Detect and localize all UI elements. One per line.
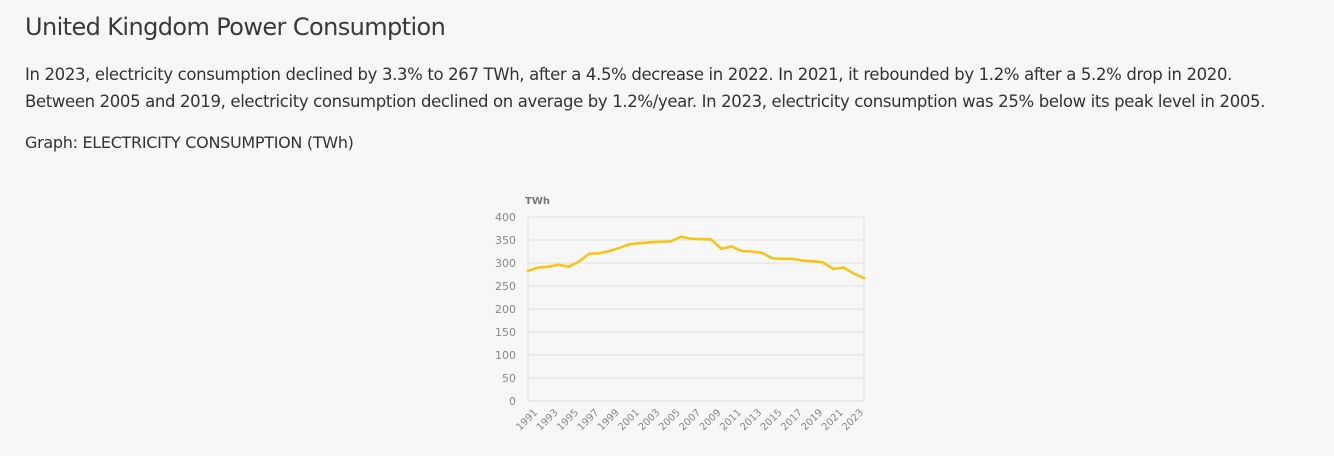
data-point-2020 <box>832 267 835 271</box>
data-point-2003 <box>659 240 662 244</box>
x-tick-label: 2019 <box>800 407 826 433</box>
y-tick-label: 50 <box>502 372 516 385</box>
data-point-2018 <box>811 259 815 263</box>
data-point-2012 <box>750 250 754 253</box>
data-point-2009 <box>720 247 723 251</box>
data-point-2011 <box>740 249 744 253</box>
data-point-2022 <box>852 272 856 275</box>
description: In 2023, electricity consumption decline… <box>25 61 1325 115</box>
data-point-2015 <box>781 257 784 261</box>
x-tick-label: 2015 <box>759 407 785 433</box>
description-line-1: In 2023, electricity consumption decline… <box>25 65 1232 84</box>
data-point-1991 <box>536 266 540 269</box>
data-point-1995 <box>577 260 581 263</box>
y-tick-label: 300 <box>495 257 516 270</box>
data-point-2019 <box>821 261 825 264</box>
data-point-2021 <box>842 266 845 269</box>
data-point-1998 <box>608 249 611 253</box>
data-point-1992 <box>547 265 550 268</box>
data-point-1990 <box>526 269 530 273</box>
data-point-2000 <box>628 242 632 246</box>
data-point-1996 <box>587 252 591 256</box>
description-line-2: Between 2005 and 2019, electricity consu… <box>25 92 1266 111</box>
y-tick-label: 400 <box>495 211 516 224</box>
page-title: United Kingdom Power Consumption <box>25 13 446 41</box>
data-point-2017 <box>801 259 805 262</box>
y-tick-label: 100 <box>495 349 516 362</box>
y-tick-label: 0 <box>509 395 516 408</box>
data-point-2006 <box>689 237 693 240</box>
data-point-2005 <box>679 235 683 239</box>
y-tick-label: 350 <box>495 234 516 247</box>
data-point-2013 <box>760 251 764 255</box>
y-tick-label: 200 <box>495 303 516 316</box>
x-tick-label: 2009 <box>698 407 724 433</box>
x-tick-label: 1991 <box>515 407 541 433</box>
data-point-2001 <box>638 241 642 245</box>
data-point-2004 <box>669 240 672 243</box>
y-tick-label: 250 <box>495 280 516 293</box>
y-axis-unit-label: TWh <box>525 196 550 207</box>
data-point-2007 <box>699 237 703 241</box>
data-point-2016 <box>791 257 795 261</box>
grid-lines <box>527 216 865 402</box>
series-group <box>526 235 866 280</box>
x-tick-label: 2001 <box>616 407 642 433</box>
x-tick-label: 1997 <box>576 407 602 433</box>
x-tick-label: 2021 <box>820 407 846 433</box>
data-point-1997 <box>597 252 601 255</box>
data-point-1993 <box>557 263 560 267</box>
x-tick-label: 1993 <box>535 407 561 433</box>
x-tick-label: 2011 <box>718 407 744 433</box>
series-line <box>526 235 866 280</box>
x-tick-label: 2017 <box>779 407 805 433</box>
x-tick-label: 2003 <box>637 407 663 433</box>
x-tick-label: 2005 <box>657 407 683 433</box>
x-tick-label: 2013 <box>739 407 765 433</box>
x-axis-ticks: 1991199319951997199920012003200520072009… <box>515 407 867 433</box>
data-point-2010 <box>730 245 733 248</box>
x-tick-label: 2007 <box>677 407 703 433</box>
data-point-1994 <box>567 265 571 268</box>
graph-label: Graph: ELECTRICITY CONSUMPTION (TWh) <box>25 133 354 152</box>
x-tick-label: 2023 <box>840 407 866 433</box>
y-tick-label: 150 <box>495 326 516 339</box>
x-tick-label: 1995 <box>555 407 581 433</box>
data-point-1999 <box>618 246 621 250</box>
x-tick-label: 1999 <box>596 407 622 433</box>
data-point-2014 <box>771 257 774 260</box>
y-axis-ticks: 0 50 100 150 200 250 300 350 400 <box>495 211 516 408</box>
data-point-2002 <box>648 241 652 244</box>
data-point-2023 <box>862 276 866 280</box>
data-point-2008 <box>709 238 713 241</box>
